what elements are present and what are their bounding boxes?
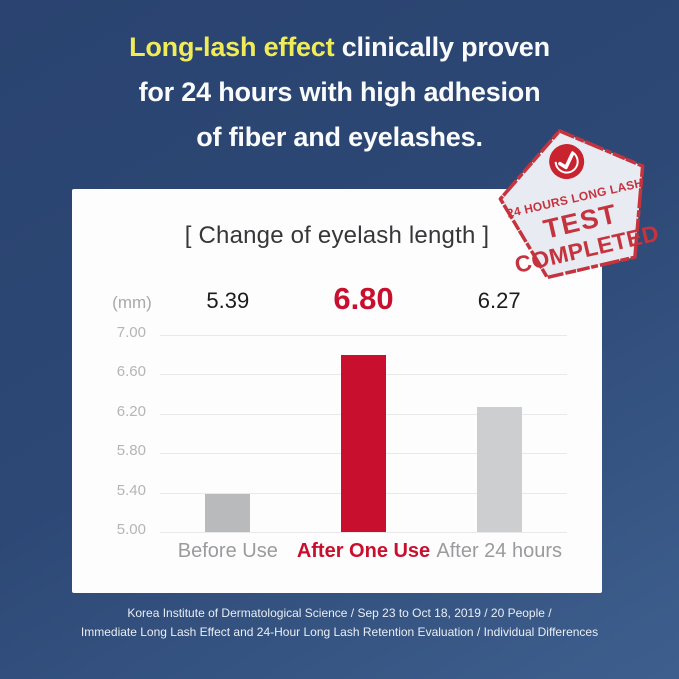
x-axis-label-after-one-use: After One Use xyxy=(296,540,431,562)
headline: Long-lash effect clinically proven for 2… xyxy=(0,25,679,160)
y-axis-tick: 5.80 xyxy=(116,442,146,460)
y-axis-tick: 5.40 xyxy=(116,481,146,499)
source-note: Korea Institute of Dermatological Scienc… xyxy=(0,604,679,642)
x-axis: Before Use After One Use After 24 hours xyxy=(160,540,567,568)
y-axis-tick: 6.60 xyxy=(116,363,146,381)
y-axis: 7.00 6.60 6.20 5.80 5.40 5.00 xyxy=(72,324,146,538)
bar-after-24-hours xyxy=(476,406,522,532)
source-note-line2: Immediate Long Lash Effect and 24-Hour L… xyxy=(80,625,599,639)
value-label-after-24-hours: 6.27 xyxy=(477,288,521,313)
value-label-after-one-use: 6.80 xyxy=(333,281,394,316)
value-label-before-use: 5.39 xyxy=(206,288,250,313)
check-icon xyxy=(549,144,585,180)
y-axis-tick: 7.00 xyxy=(116,324,146,341)
bar-before-use xyxy=(205,493,251,532)
unit-label: (mm) xyxy=(112,293,152,312)
headline-highlight: Long-lash effect xyxy=(129,32,335,62)
bar-chart-plot-area xyxy=(160,335,567,533)
x-axis-label-before-use: Before Use xyxy=(177,540,278,562)
source-note-line1: Korea Institute of Dermatological Scienc… xyxy=(127,606,552,620)
gridline xyxy=(160,335,567,336)
stamp-content: 24 HOURS LONG LASH TEST COMPLETED xyxy=(479,107,672,297)
y-axis-tick: 6.20 xyxy=(116,402,146,420)
chart-title: [ Change of eyelash length ] xyxy=(184,222,490,249)
headline-line1: Long-lash effect clinically proven xyxy=(0,25,679,70)
bar-after-one-use xyxy=(341,354,386,532)
chart-card: [ Change of eyelash length ] (mm) 5.39 6.… xyxy=(72,189,602,593)
gridline xyxy=(160,532,567,533)
headline-line2: for 24 hours with high adhesion xyxy=(138,77,541,107)
headline-line3: of fiber and eyelashes. xyxy=(196,122,483,152)
y-axis-tick: 5.00 xyxy=(116,521,146,538)
headline-line1-rest: clinically proven xyxy=(334,32,550,62)
x-axis-label-after-24-hours: After 24 hours xyxy=(436,540,562,562)
value-labels-row: (mm) 5.39 6.80 6.27 xyxy=(72,275,602,317)
stamp-pentagon-outline xyxy=(498,129,645,280)
test-completed-badge: 24 HOURS LONG LASH TEST COMPLETED xyxy=(479,107,672,297)
